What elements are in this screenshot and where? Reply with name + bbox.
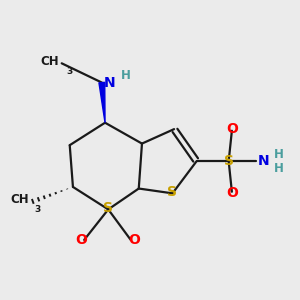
Text: O: O — [226, 122, 238, 136]
Polygon shape — [99, 82, 105, 123]
Text: H: H — [274, 162, 284, 175]
Text: 3: 3 — [67, 67, 73, 76]
Text: S: S — [224, 154, 234, 168]
Text: S: S — [103, 201, 113, 215]
Text: H: H — [121, 69, 131, 82]
Text: 3: 3 — [34, 205, 41, 214]
Text: S: S — [167, 185, 178, 199]
Text: N: N — [103, 76, 115, 90]
Text: N: N — [258, 154, 269, 168]
Text: CH: CH — [10, 193, 29, 206]
Text: O: O — [75, 233, 87, 247]
Text: CH: CH — [40, 55, 59, 68]
Text: H: H — [274, 148, 284, 161]
Text: O: O — [226, 186, 238, 200]
Text: O: O — [128, 233, 140, 247]
